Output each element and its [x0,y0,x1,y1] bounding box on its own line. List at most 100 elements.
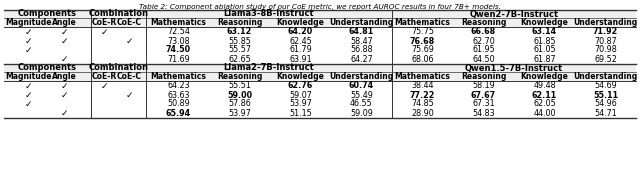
Text: 61.79: 61.79 [289,45,312,55]
Text: 62.05: 62.05 [533,100,556,108]
Text: 68.06: 68.06 [412,55,434,63]
Text: Mathematics: Mathematics [150,18,207,27]
Text: 61.87: 61.87 [533,55,556,63]
Text: Understanding: Understanding [330,72,394,81]
Text: 53.97: 53.97 [228,108,251,117]
Text: 71.69: 71.69 [167,55,190,63]
Text: 54.96: 54.96 [594,100,617,108]
Text: 53.97: 53.97 [289,100,312,108]
Text: 59.07: 59.07 [289,90,312,100]
Text: ✓: ✓ [24,82,32,90]
Text: 65.94: 65.94 [166,108,191,117]
Text: Understanding: Understanding [573,18,637,27]
Text: ✓: ✓ [60,36,68,45]
Text: Reasoning: Reasoning [461,18,506,27]
Text: Llama3-8B-Instruct: Llama3-8B-Instruct [224,10,314,18]
Text: Table 2: Component ablation study of our CoE metric, we report AUROC results in : Table 2: Component ablation study of our… [139,4,501,10]
Text: 69.52: 69.52 [594,55,617,63]
Text: 44.00: 44.00 [533,108,556,117]
Text: ✓: ✓ [125,36,132,45]
Text: ✓: ✓ [24,36,32,45]
Text: Qwen1.5-7B-Instruct: Qwen1.5-7B-Instruct [465,63,563,73]
Text: Understanding: Understanding [330,18,394,27]
Text: 62.70: 62.70 [472,36,495,45]
Text: 74.85: 74.85 [411,100,434,108]
Text: ✓: ✓ [24,90,32,100]
Text: ✓: ✓ [100,82,108,90]
Bar [4,10,636,18]
Text: 63.14: 63.14 [532,28,557,36]
Text: Mathematics: Mathematics [150,72,207,81]
Text: 61.95: 61.95 [472,45,495,55]
Text: Reasoning: Reasoning [461,72,506,81]
Text: Llama2-7B-Instruct: Llama2-7B-Instruct [223,63,314,73]
Text: 76.68: 76.68 [410,36,435,45]
Text: 64.81: 64.81 [349,28,374,36]
Text: 62.45: 62.45 [289,36,312,45]
Text: 64.20: 64.20 [288,28,313,36]
Text: Angle: Angle [52,18,76,27]
Text: 54.69: 54.69 [594,82,617,90]
Text: 64.27: 64.27 [350,55,373,63]
Text: Magnitude: Magnitude [4,72,51,81]
Bar [4,72,636,81]
Text: 72.54: 72.54 [167,28,190,36]
Text: 62.76: 62.76 [288,82,313,90]
Text: CoE-R: CoE-R [92,72,116,81]
Text: 46.55: 46.55 [350,100,373,108]
Text: 66.68: 66.68 [471,28,496,36]
Text: ✓: ✓ [125,90,132,100]
Text: 55.85: 55.85 [228,36,251,45]
Text: 55.11: 55.11 [593,90,618,100]
Bar [4,18,636,27]
Text: 49.48: 49.48 [533,82,556,90]
Text: Knowledge: Knowledge [520,18,568,27]
Text: Knowledge: Knowledge [276,18,324,27]
Text: 58.19: 58.19 [472,82,495,90]
Text: CoE-C: CoE-C [116,18,141,27]
Text: ✓: ✓ [24,100,32,108]
Text: Combination: Combination [88,10,148,18]
Text: 61.85: 61.85 [533,36,556,45]
Text: Qwen2-7B-Instruct: Qwen2-7B-Instruct [469,10,559,18]
Text: 55.49: 55.49 [350,90,373,100]
Text: 70.98: 70.98 [594,45,617,55]
Text: 54.83: 54.83 [472,108,495,117]
Text: Components: Components [18,63,77,73]
Text: 62.65: 62.65 [228,55,251,63]
Text: Magnitude: Magnitude [4,18,51,27]
Text: 63.91: 63.91 [289,55,312,63]
Text: 64.50: 64.50 [472,55,495,63]
Text: ✓: ✓ [24,45,32,55]
Text: Combination: Combination [88,63,148,73]
Text: 74.50: 74.50 [166,45,191,55]
Bar [4,64,636,72]
Text: ✓: ✓ [24,28,32,36]
Text: 63.12: 63.12 [227,28,252,36]
Text: ✓: ✓ [60,108,68,117]
Text: 50.89: 50.89 [167,100,190,108]
Text: 67.67: 67.67 [471,90,496,100]
Text: 61.05: 61.05 [533,45,556,55]
Text: ✓: ✓ [100,28,108,36]
Text: 67.31: 67.31 [472,100,495,108]
Text: Components: Components [18,10,77,18]
Text: CoE-R: CoE-R [92,18,116,27]
Text: 38.44: 38.44 [412,82,434,90]
Text: 28.90: 28.90 [411,108,434,117]
Text: 63.63: 63.63 [167,90,189,100]
Text: Reasoning: Reasoning [217,18,262,27]
Text: 70.87: 70.87 [594,36,617,45]
Text: 60.74: 60.74 [349,82,374,90]
Text: ✓: ✓ [60,55,68,63]
Text: 58.47: 58.47 [350,36,373,45]
Text: Reasoning: Reasoning [217,72,262,81]
Text: 75.75: 75.75 [411,28,434,36]
Text: 77.22: 77.22 [410,90,435,100]
Text: ✓: ✓ [60,82,68,90]
Text: 71.92: 71.92 [593,28,618,36]
Text: 55.57: 55.57 [228,45,251,55]
Text: 59.09: 59.09 [350,108,373,117]
Text: Mathematics: Mathematics [395,18,451,27]
Text: Angle: Angle [52,72,76,81]
